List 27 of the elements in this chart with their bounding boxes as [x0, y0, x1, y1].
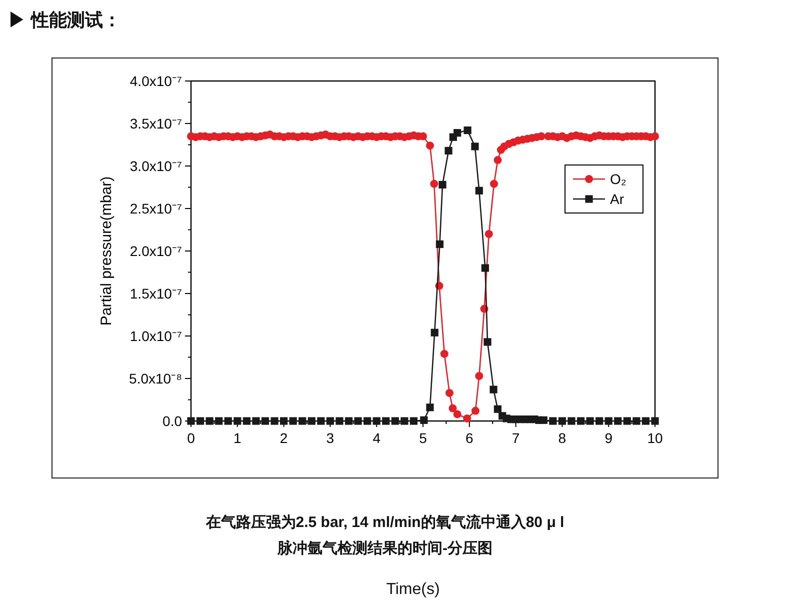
chart-title: ▶ 性能测试：	[8, 10, 122, 30]
y-tick-label: 2.5x10⁻⁷	[130, 200, 182, 216]
y-tick-label: 3.5x10⁻⁷	[130, 116, 182, 132]
x-tick-label: 0	[187, 430, 196, 446]
text: Time(s)	[386, 581, 440, 598]
x-tick-label: 1	[234, 430, 242, 446]
x-tick-label: 4	[372, 430, 381, 446]
y-tick-label: 1.0x10⁻⁷	[130, 328, 182, 344]
text: 脉冲氩气检测结果的时间-分压图	[276, 539, 492, 557]
x-tick-label: 9	[604, 430, 613, 446]
y-axis-title: Partial pressure(mbar)	[98, 176, 115, 326]
y-tick-label: 3.0x10⁻⁷	[130, 158, 182, 174]
x-tick-label: 5	[419, 430, 428, 446]
legend-label: Ar	[610, 191, 624, 207]
text: 在气路压强为2.5 bar, 14 ml/min的氧气流中通入80 μ l	[204, 513, 564, 531]
x-tick-label: 10	[647, 430, 663, 446]
x-tick-label: 2	[280, 430, 288, 446]
y-tick-label: 0.0	[162, 413, 182, 429]
y-tick-label: 5.0x10⁻⁸	[129, 370, 182, 386]
x-tick-label: 7	[512, 430, 520, 446]
y-tick-label: 2.0x10⁻⁷	[130, 243, 182, 259]
x-tick-label: 3	[326, 430, 334, 446]
y-tick-label: 4.0x10⁻⁷	[130, 73, 182, 89]
x-tick-label: 8	[558, 430, 566, 446]
legend-label: O₂	[610, 171, 626, 187]
y-tick-label: 1.5x10⁻⁷	[130, 286, 182, 302]
x-tick-label: 6	[466, 430, 474, 446]
